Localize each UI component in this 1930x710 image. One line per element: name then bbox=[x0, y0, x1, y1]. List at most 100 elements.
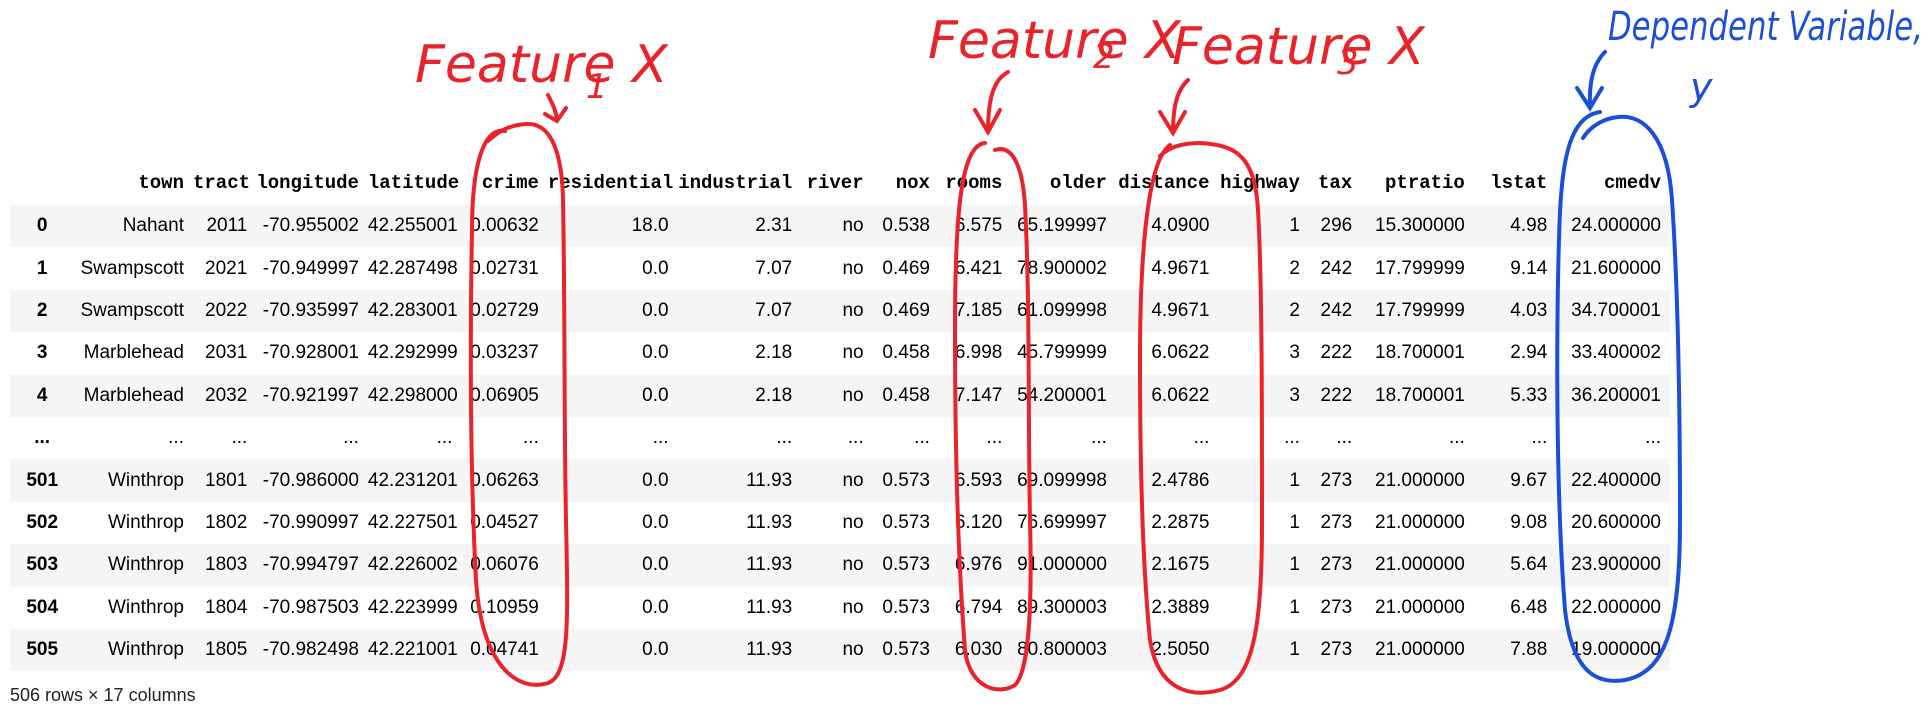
cell-cmedv: 33.400002 bbox=[1571, 342, 1661, 364]
index-header bbox=[10, 160, 74, 205]
cell-latitude: 42.223999 bbox=[367, 596, 458, 618]
cell-distance: 4.9671 bbox=[1151, 257, 1210, 279]
cell-older: 80.800003 bbox=[1017, 639, 1107, 661]
cell-river: no bbox=[842, 596, 864, 618]
cell-river: no bbox=[842, 639, 864, 661]
cell-crime: 0.02729 bbox=[470, 299, 539, 321]
cell-town: Swampscott bbox=[80, 257, 184, 279]
row-index: 503 bbox=[26, 554, 59, 576]
cell-river: ... bbox=[847, 427, 864, 449]
cell-distance: 4.9671 bbox=[1151, 299, 1210, 321]
cell-rooms: 7.185 bbox=[954, 299, 1003, 321]
cell-ptratio: 21.000000 bbox=[1375, 639, 1465, 661]
cell-older: 78.900002 bbox=[1017, 257, 1107, 279]
cell-latitude: ... bbox=[436, 427, 453, 449]
row-index: 3 bbox=[36, 342, 48, 364]
cell-river: no bbox=[842, 299, 864, 321]
table-row: 0 Nahant 2011 -70.955002 42.255001 0.00632 18.… bbox=[10, 205, 1670, 248]
cell-ptratio: 21.000000 bbox=[1375, 511, 1465, 533]
cell-older: 89.300003 bbox=[1017, 596, 1107, 618]
column-header-crime: crime bbox=[481, 171, 539, 194]
cell-nox: 0.573 bbox=[882, 639, 930, 661]
cell-nox: 0.469 bbox=[882, 299, 930, 321]
cell-river: no bbox=[842, 215, 864, 237]
cell-industrial: 2.18 bbox=[755, 342, 793, 364]
cell-older: 69.099998 bbox=[1017, 469, 1107, 491]
cell-longitude: -70.928001 bbox=[262, 342, 359, 364]
cell-older: ... bbox=[1091, 427, 1107, 449]
cell-older: 61.099998 bbox=[1017, 299, 1107, 321]
cell-industrial: 11.93 bbox=[746, 554, 793, 576]
column-header-highway: highway bbox=[1220, 171, 1300, 194]
cell-longitude: ... bbox=[343, 427, 359, 449]
cell-town: Winthrop bbox=[107, 469, 184, 491]
cell-rooms: 6.421 bbox=[954, 257, 1003, 279]
cell-latitude: 42.298000 bbox=[367, 384, 458, 406]
cell-tax: 273 bbox=[1320, 596, 1353, 618]
column-header-nox: nox bbox=[895, 171, 930, 194]
cell-distance: 6.0622 bbox=[1151, 342, 1210, 364]
cell-lstat: 9.14 bbox=[1510, 257, 1548, 279]
cell-industrial: 2.18 bbox=[755, 384, 793, 406]
cell-town: Winthrop bbox=[107, 554, 184, 576]
cell-longitude: -70.955002 bbox=[262, 215, 359, 237]
cell-tract: 2031 bbox=[205, 342, 248, 364]
cell-nox: 0.573 bbox=[882, 554, 930, 576]
cell-latitude: 42.227501 bbox=[367, 511, 458, 533]
row-index: ... bbox=[34, 427, 51, 449]
cell-older: 45.799999 bbox=[1017, 342, 1107, 364]
cell-residential: 0.0 bbox=[642, 384, 669, 406]
cell-highway: 1 bbox=[1289, 511, 1300, 533]
cell-lstat: 5.33 bbox=[1510, 384, 1548, 406]
cell-highway: ... bbox=[1284, 427, 1300, 449]
cell-distance: 2.2875 bbox=[1151, 511, 1210, 533]
cell-crime: 0.06076 bbox=[470, 554, 539, 576]
cell-latitude: 42.283001 bbox=[367, 299, 458, 321]
cell-tax: 273 bbox=[1320, 469, 1353, 491]
dependent-variable-y: y bbox=[1689, 65, 1713, 109]
cell-cmedv: 24.000000 bbox=[1571, 215, 1661, 237]
cell-latitude: 42.221001 bbox=[367, 639, 458, 661]
cell-residential: 18.0 bbox=[631, 215, 669, 237]
row-column-count: 506 rows × 17 columns bbox=[10, 685, 196, 705]
column-header-residential: residential bbox=[547, 171, 674, 194]
cell-lstat: 4.03 bbox=[1510, 299, 1548, 321]
cell-river: no bbox=[842, 469, 864, 491]
cell-longitude: -70.935997 bbox=[262, 299, 359, 321]
cell-nox: 0.538 bbox=[882, 215, 930, 237]
cell-town: Winthrop bbox=[107, 596, 184, 618]
row-index: 504 bbox=[26, 596, 59, 618]
cell-river: no bbox=[842, 342, 864, 364]
cell-rooms: 6.120 bbox=[954, 511, 1003, 533]
cell-river: no bbox=[842, 554, 864, 576]
cell-tract: 2032 bbox=[205, 384, 248, 406]
dependent-variable-label: Dependent Variable, bbox=[1608, 4, 1923, 50]
cell-tract: 1802 bbox=[205, 511, 248, 533]
cell-crime: 0.04741 bbox=[470, 639, 539, 661]
feature-x2-label: Feature X bbox=[928, 11, 1182, 71]
cell-residential: 0.0 bbox=[642, 342, 669, 364]
cell-longitude: -70.986000 bbox=[262, 469, 359, 491]
column-header-ptratio: ptratio bbox=[1385, 171, 1465, 194]
cell-rooms: 6.593 bbox=[954, 469, 1003, 491]
cell-highway: 1 bbox=[1289, 469, 1300, 491]
cell-residential: 0.0 bbox=[642, 257, 669, 279]
cell-highway: 1 bbox=[1289, 554, 1300, 576]
row-index: 1 bbox=[36, 257, 48, 279]
cell-older: 91.000000 bbox=[1017, 554, 1107, 576]
cell-residential: 0.0 bbox=[642, 639, 669, 661]
cell-rooms: 6.030 bbox=[954, 639, 1003, 661]
table-body: 0 Nahant 2011 -70.955002 42.255001 0.00632 18.… bbox=[10, 205, 1670, 672]
cell-crime: 0.06905 bbox=[470, 384, 539, 406]
row-index: 501 bbox=[26, 469, 59, 491]
row-index: 0 bbox=[36, 215, 48, 237]
cell-nox: ... bbox=[914, 427, 930, 449]
cell-cmedv: 21.600000 bbox=[1571, 257, 1661, 279]
column-header-distance: distance bbox=[1118, 171, 1210, 194]
dataframe-table: town tract longitude latitude crime residenti… bbox=[10, 160, 1670, 672]
cell-distance: ... bbox=[1193, 427, 1210, 449]
cell-ptratio: 17.799999 bbox=[1375, 299, 1465, 321]
table-row: 502 Winthrop 1802 -70.990997 42.227501 0.0452… bbox=[10, 501, 1670, 545]
cell-nox: 0.573 bbox=[882, 596, 930, 618]
cell-river: no bbox=[842, 257, 864, 279]
